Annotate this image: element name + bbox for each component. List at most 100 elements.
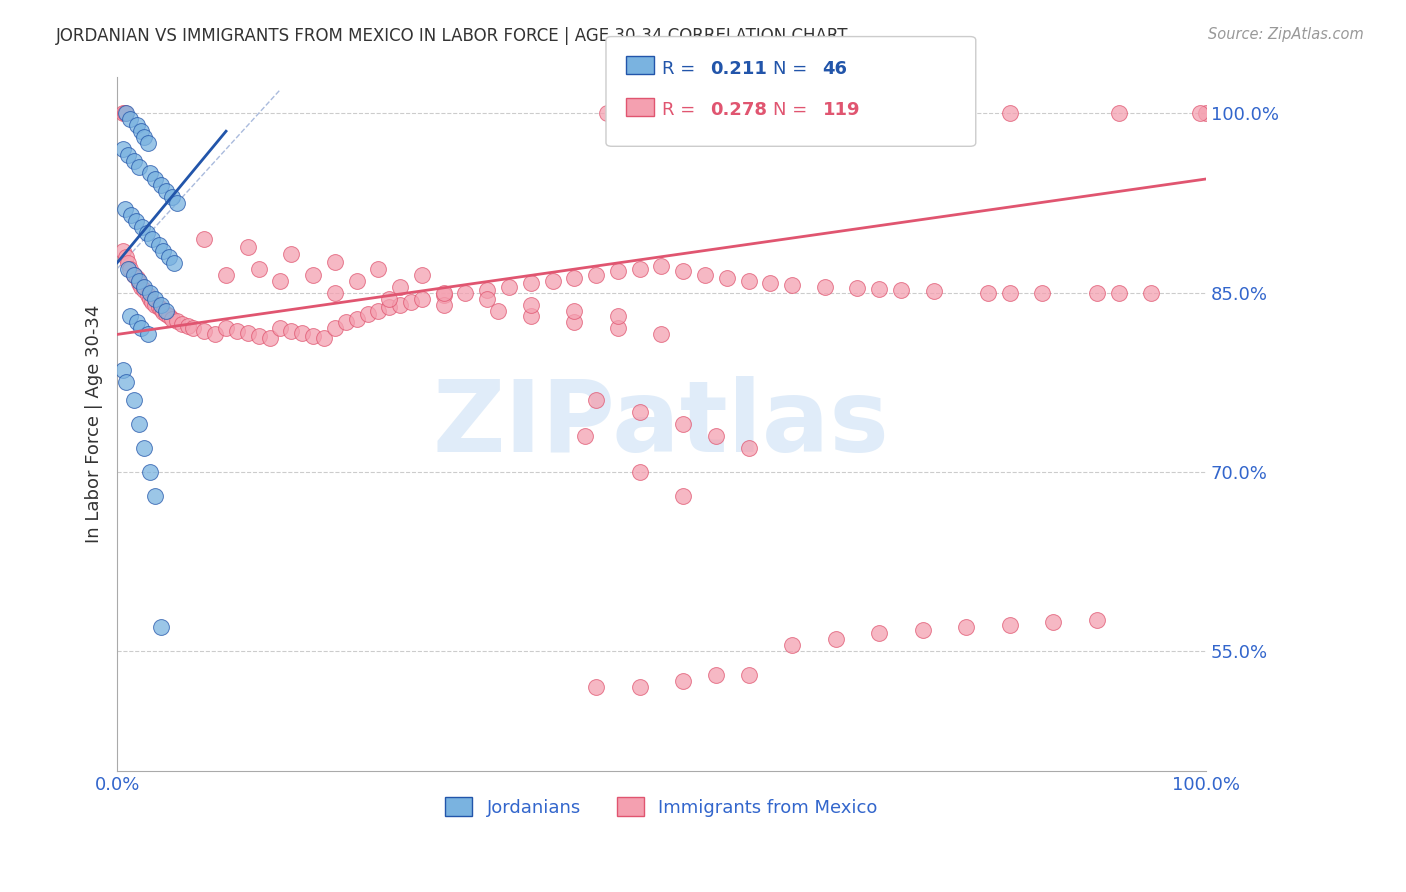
Point xyxy=(111,363,134,377)
Point xyxy=(143,489,166,503)
Point xyxy=(389,279,412,293)
Point xyxy=(128,417,150,431)
Point xyxy=(585,268,607,282)
Point xyxy=(628,261,651,276)
Point xyxy=(155,303,177,318)
Point xyxy=(139,292,162,306)
Point xyxy=(236,240,259,254)
Point xyxy=(236,326,259,341)
Point xyxy=(520,297,543,311)
Point xyxy=(998,285,1021,300)
Point xyxy=(737,441,759,455)
Point xyxy=(498,279,520,293)
Point xyxy=(128,160,150,174)
Point xyxy=(115,250,138,264)
Point xyxy=(389,297,412,311)
Point xyxy=(650,260,672,274)
Point xyxy=(454,285,477,300)
Text: Source: ZipAtlas.com: Source: ZipAtlas.com xyxy=(1208,27,1364,42)
Point xyxy=(672,264,695,278)
Point xyxy=(378,300,401,314)
Point xyxy=(356,307,378,321)
Text: JORDANIAN VS IMMIGRANTS FROM MEXICO IN LABOR FORCE | AGE 30-34 CORRELATION CHART: JORDANIAN VS IMMIGRANTS FROM MEXICO IN L… xyxy=(56,27,849,45)
Point xyxy=(280,324,302,338)
Point xyxy=(148,237,170,252)
Point xyxy=(704,429,727,443)
Point xyxy=(166,196,188,211)
Point xyxy=(520,310,543,324)
Point xyxy=(120,261,142,276)
Point xyxy=(247,328,270,343)
Point xyxy=(486,303,509,318)
Point xyxy=(193,232,215,246)
Point xyxy=(134,283,156,297)
Point xyxy=(367,261,389,276)
Point xyxy=(672,489,695,503)
Point xyxy=(291,326,314,341)
Point xyxy=(1085,613,1108,627)
Point xyxy=(399,295,422,310)
Text: 0.278: 0.278 xyxy=(710,101,768,119)
Point xyxy=(323,254,346,268)
Point xyxy=(111,142,134,156)
Point xyxy=(115,106,138,120)
Point xyxy=(868,626,890,640)
Point xyxy=(193,324,215,338)
Point xyxy=(115,376,138,390)
Point xyxy=(596,106,619,120)
Point xyxy=(160,190,183,204)
Point xyxy=(160,311,183,326)
Point xyxy=(541,274,564,288)
Point xyxy=(149,620,172,634)
Point xyxy=(411,292,433,306)
Point xyxy=(1195,106,1218,120)
Point xyxy=(346,274,368,288)
Text: ZIPatlas: ZIPatlas xyxy=(433,376,890,473)
Point xyxy=(122,268,145,282)
Point xyxy=(868,282,890,296)
Point xyxy=(280,247,302,261)
Point xyxy=(152,304,174,318)
Point xyxy=(378,292,401,306)
Point xyxy=(477,283,499,297)
Point xyxy=(433,297,456,311)
Point xyxy=(650,327,672,342)
Point xyxy=(1189,106,1212,120)
Point xyxy=(824,632,846,647)
Point xyxy=(117,148,139,162)
Point xyxy=(628,680,651,694)
Point xyxy=(672,674,695,689)
Point xyxy=(911,623,934,637)
Point xyxy=(1031,285,1053,300)
Point xyxy=(134,130,156,145)
Point xyxy=(128,274,150,288)
Point xyxy=(704,668,727,682)
Point xyxy=(606,264,628,278)
Point xyxy=(716,271,738,285)
Point xyxy=(737,106,759,120)
Point xyxy=(141,295,163,310)
Point xyxy=(204,327,226,342)
Point xyxy=(780,278,803,293)
Point xyxy=(302,268,325,282)
Point xyxy=(693,268,716,282)
Point xyxy=(155,184,177,198)
Point xyxy=(323,285,346,300)
Point xyxy=(922,285,945,299)
Point xyxy=(977,285,1000,300)
Point xyxy=(606,310,628,324)
Point xyxy=(346,311,368,326)
Point xyxy=(122,393,145,408)
Point xyxy=(998,106,1021,120)
Text: N =: N = xyxy=(773,101,813,119)
Point xyxy=(177,319,200,334)
Point xyxy=(367,303,389,318)
Point xyxy=(520,276,543,290)
Point xyxy=(215,321,238,335)
Point xyxy=(780,638,803,652)
Point xyxy=(114,202,136,216)
Point xyxy=(1108,106,1130,120)
Point xyxy=(152,244,174,258)
Point xyxy=(606,321,628,335)
Point xyxy=(135,226,157,240)
